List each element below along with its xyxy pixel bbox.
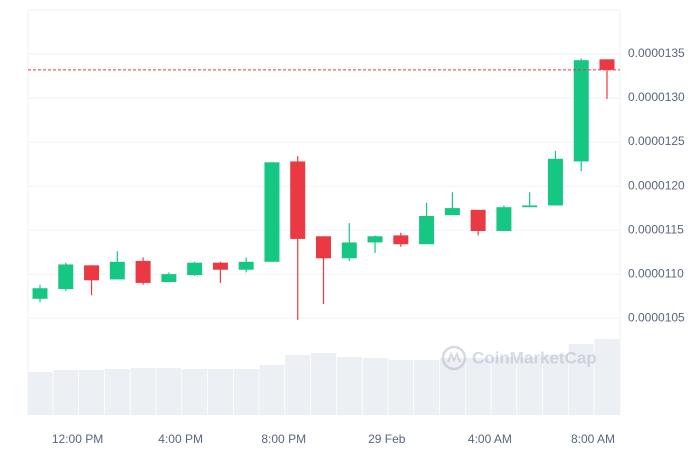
x-tick-label: 29 Feb xyxy=(368,432,406,446)
candle-body xyxy=(109,261,125,280)
volume-bar xyxy=(542,355,568,415)
candle-body xyxy=(547,158,563,206)
volume-bar xyxy=(207,369,233,415)
volume-bar xyxy=(311,353,336,415)
y-tick-label: 0.0000125 xyxy=(628,134,685,148)
candle-body xyxy=(522,205,538,208)
volume-bar xyxy=(362,358,388,415)
watermark-text: CoinMarketCap xyxy=(472,348,597,367)
volume-bar xyxy=(233,369,259,415)
candle-body xyxy=(161,274,177,283)
plot-layer: 0.0000105 0.0000110 0.0000115 0.0000120 0.00… xyxy=(28,46,685,446)
volume-bar xyxy=(594,339,620,415)
candle-body xyxy=(264,162,280,262)
y-tick-label: 0.0000130 xyxy=(628,90,685,104)
volume-layer xyxy=(27,53,620,415)
volume-bar xyxy=(517,357,543,415)
y-tick-label: 0.0000105 xyxy=(628,310,685,324)
x-tick-label: 4:00 AM xyxy=(468,432,512,446)
watermark-logo xyxy=(447,351,461,363)
volume-bar xyxy=(491,357,517,415)
volume-bar xyxy=(27,372,53,415)
volume-bar xyxy=(285,355,311,415)
volume-bar xyxy=(465,358,491,415)
y-tick-label: 0.0000115 xyxy=(628,222,684,236)
candle-body xyxy=(290,161,306,239)
volume-bar xyxy=(336,357,362,415)
watermark: CoinMarketCap xyxy=(441,345,597,371)
candle-body xyxy=(58,264,74,290)
y-tick-label: 0.0000135 xyxy=(628,46,685,60)
candle-body xyxy=(444,208,460,216)
volume-bar xyxy=(182,369,208,415)
x-tick-label: 4:00 PM xyxy=(158,432,203,446)
candle-body xyxy=(341,242,357,259)
candle-body xyxy=(135,260,151,283)
candle-body xyxy=(419,216,435,245)
candle-body xyxy=(573,60,589,162)
candle-body xyxy=(470,209,486,231)
x-tick-label: 8:00 PM xyxy=(261,432,306,446)
candle-body xyxy=(599,59,615,70)
volume-bar xyxy=(156,368,182,415)
candle-body xyxy=(393,235,409,245)
x-tick-label: 8:00 AM xyxy=(571,432,615,446)
volume-bar xyxy=(130,368,156,415)
y-tick-label: 0.0000110 xyxy=(628,266,684,280)
candle-body xyxy=(32,288,48,299)
x-tick-label: 12:00 PM xyxy=(52,432,103,446)
candle-body xyxy=(187,262,203,276)
candle-body xyxy=(212,262,228,270)
volume-bar xyxy=(439,358,465,415)
volume-bar xyxy=(53,370,79,415)
volume-bar xyxy=(79,370,105,415)
candle-body xyxy=(496,207,512,231)
volume-bar xyxy=(414,360,440,415)
volume-bar xyxy=(259,365,285,415)
candle-body xyxy=(367,236,383,243)
candle-body xyxy=(316,236,331,259)
volume-bar xyxy=(388,360,414,415)
candle-body xyxy=(238,261,254,270)
watermark-logo xyxy=(441,345,467,371)
volume-bar xyxy=(104,369,130,415)
y-tick-label: 0.0000120 xyxy=(628,178,685,192)
volume-bar xyxy=(568,344,594,415)
candle-body xyxy=(84,265,100,281)
